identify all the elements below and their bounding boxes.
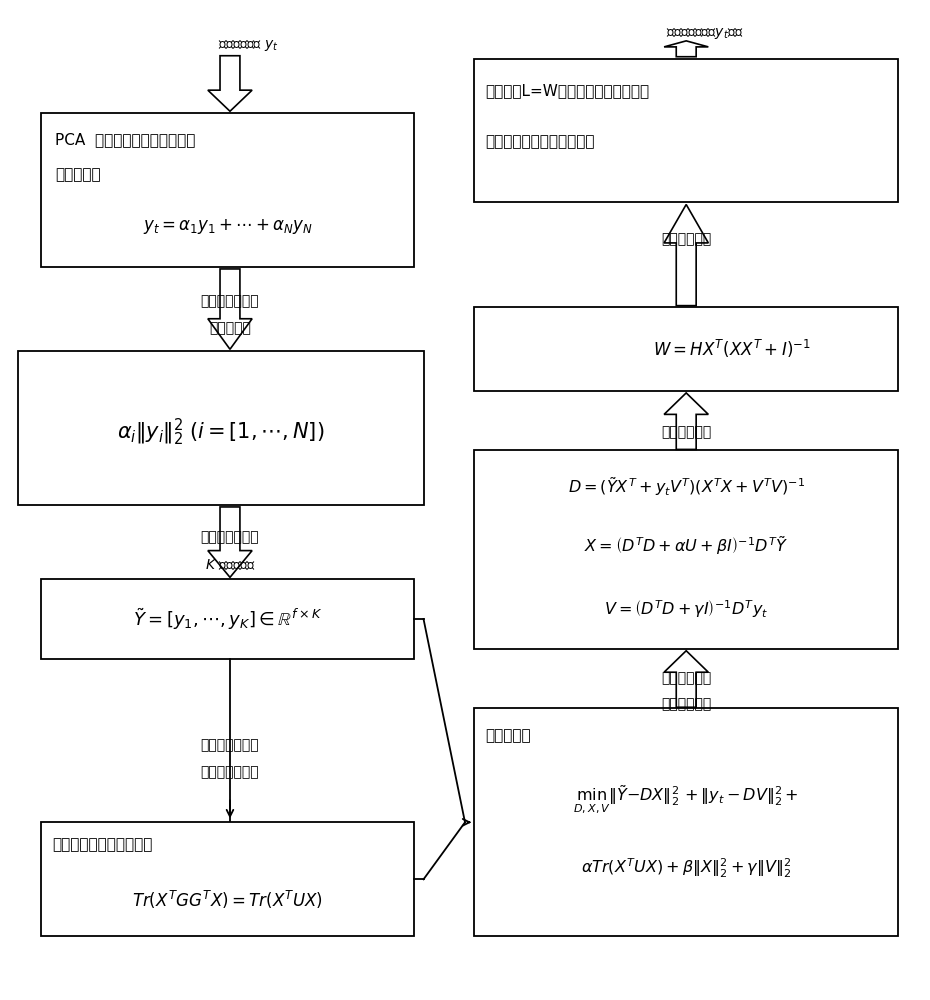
Bar <box>474 59 898 202</box>
Text: 梯度下降方法: 梯度下降方法 <box>661 672 711 686</box>
Text: 输入测试样本 $y_t$: 输入测试样本 $y_t$ <box>218 38 279 53</box>
Text: $\alpha_i \|y_i\|_2^2 \;(i=[1,\cdots,N])$: $\alpha_i \|y_i\|_2^2 \;(i=[1,\cdots,N])… <box>117 417 325 448</box>
Polygon shape <box>664 651 709 707</box>
Bar <box>41 822 414 936</box>
Text: $D=(\tilde{Y}X^T+y_tV^T)(X^TX+V^TV)^{-1}$: $D=(\tilde{Y}X^T+y_tV^T)(X^TX+V^TV)^{-1}… <box>567 475 804 498</box>
Bar <box>41 579 414 659</box>
Text: $K$ 个训练样本: $K$ 个训练样本 <box>205 557 255 572</box>
Text: $X = \left(D^TD + \alpha U + \beta I\right)^{-1} D^T\tilde{Y}$: $X = \left(D^TD + \alpha U + \beta I\rig… <box>584 534 789 557</box>
Bar <box>474 307 898 391</box>
Text: 标矢量最大值所对应的索引: 标矢量最大值所对应的索引 <box>485 135 595 150</box>
Text: 目标函数：: 目标函数： <box>485 728 531 743</box>
Text: 本的贡献值: 本的贡献值 <box>209 321 251 335</box>
Text: $Tr(X^TGG^TX) = Tr(X^TUX)$: $Tr(X^TGG^TX) = Tr(X^TUX)$ <box>132 889 323 911</box>
Bar <box>41 113 414 267</box>
Bar <box>474 708 898 936</box>
Text: 测试样本：: 测试样本： <box>55 167 100 182</box>
Polygon shape <box>208 507 252 577</box>
Text: $V = \left(D^TD + \gamma I\right)^{-1} D^T y_t$: $V = \left(D^TD + \gamma I\right)^{-1} D… <box>604 598 768 620</box>
Text: 计算每个训练样: 计算每个训练样 <box>201 295 259 309</box>
Polygon shape <box>664 393 709 449</box>
Text: $\alpha Tr\left(X^TUX\right) + \beta\|X\|_2^2 + \gamma\|V\|_2^2$: $\alpha Tr\left(X^TUX\right) + \beta\|X\… <box>581 856 791 880</box>
Polygon shape <box>664 41 709 57</box>
Text: 构造字典的类标约束项：: 构造字典的类标约束项： <box>52 838 153 853</box>
Polygon shape <box>208 56 252 111</box>
Text: $\tilde{Y} = [y_1,\cdots,y_K] \in \mathbb{R}^{f \times K}$: $\tilde{Y} = [y_1,\cdots,y_K] \in \mathb… <box>133 606 323 632</box>
Text: 输出测试样本的$y_t$类标: 输出测试样本的$y_t$类标 <box>666 26 743 41</box>
Text: 类标矢量L=W，并把测试样本归到类: 类标矢量L=W，并把测试样本归到类 <box>485 83 649 98</box>
Text: PCA  降维，训练样本线性表示: PCA 降维，训练样本线性表示 <box>55 132 195 147</box>
Text: 利用贡献值选取: 利用贡献值选取 <box>201 531 259 545</box>
Text: $y_t = \alpha_1 y_1 + \cdots + \alpha_N y_N$: $y_t = \alpha_1 y_1 + \cdots + \alpha_N … <box>142 217 312 236</box>
Text: 利用原子的类标: 利用原子的类标 <box>201 738 259 752</box>
Polygon shape <box>664 204 709 306</box>
Bar <box>18 351 423 505</box>
Text: 计算分类参数: 计算分类参数 <box>661 426 711 440</box>
Bar <box>474 450 898 649</box>
Text: $W = HX^T\left(XX^T + I\right)^{-1}$: $W = HX^T\left(XX^T + I\right)^{-1}$ <box>654 338 811 360</box>
Polygon shape <box>208 269 252 349</box>
Text: $\min_{D,X,V} \|\tilde{Y} - DX\|_2^2 + \|y_t - DV\|_2^2 +$: $\min_{D,X,V} \|\tilde{Y} - DX\|_2^2 + \… <box>574 783 799 815</box>
Text: 计算类标矢量: 计算类标矢量 <box>661 232 711 246</box>
Text: 求解目标函数: 求解目标函数 <box>661 697 711 711</box>
Text: 设计类标约束项: 设计类标约束项 <box>201 765 259 779</box>
